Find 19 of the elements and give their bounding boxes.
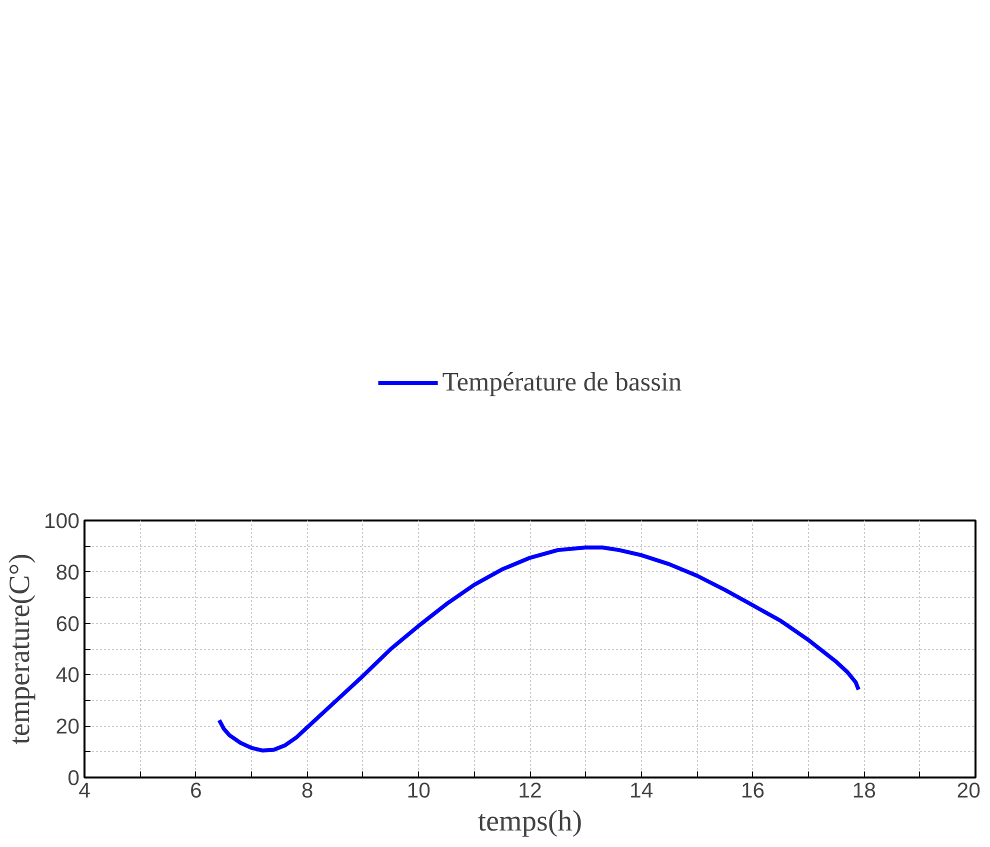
line-series bbox=[217, 545, 861, 753]
x-tick-label: 8 bbox=[301, 778, 314, 802]
x-axis-title: temps(h) bbox=[478, 806, 582, 838]
x-tick-label: 12 bbox=[518, 778, 542, 802]
x-tick-label: 14 bbox=[630, 778, 654, 802]
legend-label: Température de bassin bbox=[442, 366, 682, 398]
y-axis-title: temperature(C°) bbox=[4, 554, 36, 744]
x-tick-label: 18 bbox=[852, 778, 876, 802]
y-tick-label: 20 bbox=[56, 714, 80, 739]
y-tick-label: 80 bbox=[56, 560, 80, 584]
x-tick-label: 16 bbox=[740, 778, 765, 802]
y-tick-label: 100 bbox=[44, 509, 80, 533]
x-tick-label: 6 bbox=[190, 778, 202, 802]
y-tick-label: 40 bbox=[56, 663, 80, 688]
x-tick-label: 4 bbox=[78, 778, 91, 802]
y-tick-label: 0 bbox=[68, 766, 80, 790]
x-tick-label: 20 bbox=[956, 778, 981, 802]
y-tick-label: 60 bbox=[56, 612, 80, 636]
x-tick-label: 10 bbox=[406, 778, 431, 802]
